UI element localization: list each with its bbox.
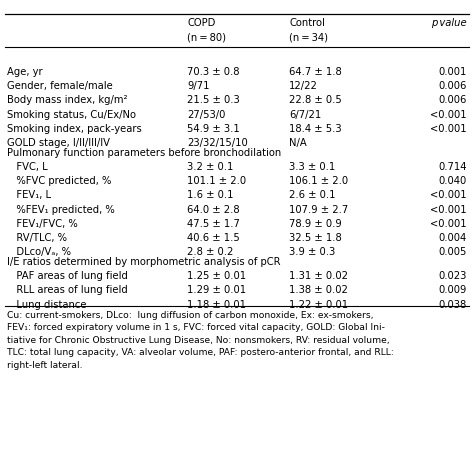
Text: 1.29 ± 0.01: 1.29 ± 0.01 bbox=[187, 285, 246, 295]
Text: <0.001: <0.001 bbox=[430, 219, 467, 229]
Text: RLL areas of lung field: RLL areas of lung field bbox=[7, 285, 128, 295]
Text: FEV₁: forced expiratory volume in 1 s, FVC: forced vital capacity, GOLD: Global : FEV₁: forced expiratory volume in 1 s, F… bbox=[7, 324, 385, 333]
Text: 0.005: 0.005 bbox=[438, 247, 467, 257]
Text: 107.9 ± 2.7: 107.9 ± 2.7 bbox=[289, 205, 348, 215]
Text: FVC, L: FVC, L bbox=[7, 162, 48, 172]
Text: Lung distance: Lung distance bbox=[7, 300, 87, 310]
Text: Smoking index, pack-years: Smoking index, pack-years bbox=[7, 124, 142, 134]
Text: N/A: N/A bbox=[289, 138, 307, 148]
Text: Age, yr: Age, yr bbox=[7, 67, 43, 77]
Text: Cu: current-smokers, DLco:  lung diffusion of carbon monoxide, Ex: ex-smokers,: Cu: current-smokers, DLco: lung diffusio… bbox=[7, 311, 374, 320]
Text: FEV₁/FVC, %: FEV₁/FVC, % bbox=[7, 219, 78, 229]
Text: RV/TLC, %: RV/TLC, % bbox=[7, 233, 67, 243]
Text: <0.001: <0.001 bbox=[430, 205, 467, 215]
Text: Control: Control bbox=[289, 18, 325, 28]
Text: <0.001: <0.001 bbox=[430, 110, 467, 120]
Text: 1.38 ± 0.02: 1.38 ± 0.02 bbox=[289, 285, 348, 295]
Text: 3.3 ± 0.1: 3.3 ± 0.1 bbox=[289, 162, 336, 172]
Text: Gender, female/male: Gender, female/male bbox=[7, 81, 113, 91]
Text: 1.31 ± 0.02: 1.31 ± 0.02 bbox=[289, 271, 348, 281]
Text: tiative for Chronic Obstructive Lung Disease, No: nonsmokers, RV: residual volum: tiative for Chronic Obstructive Lung Dis… bbox=[7, 336, 390, 345]
Text: 54.9 ± 3.1: 54.9 ± 3.1 bbox=[187, 124, 240, 134]
Text: (n = 34): (n = 34) bbox=[289, 32, 328, 42]
Text: <0.001: <0.001 bbox=[430, 190, 467, 200]
Text: 22.8 ± 0.5: 22.8 ± 0.5 bbox=[289, 95, 342, 105]
Text: 106.1 ± 2.0: 106.1 ± 2.0 bbox=[289, 176, 348, 186]
Text: DLco/Vₐ, %: DLco/Vₐ, % bbox=[7, 247, 71, 257]
Text: 0.714: 0.714 bbox=[438, 162, 467, 172]
Text: 64.7 ± 1.8: 64.7 ± 1.8 bbox=[289, 67, 342, 77]
Text: 0.001: 0.001 bbox=[438, 67, 467, 77]
Text: 21.5 ± 0.3: 21.5 ± 0.3 bbox=[187, 95, 240, 105]
Text: 9/71: 9/71 bbox=[187, 81, 210, 91]
Text: TLC: total lung capacity, VA: alveolar volume, PAF: postero-anterior frontal, an: TLC: total lung capacity, VA: alveolar v… bbox=[7, 348, 394, 357]
Text: 40.6 ± 1.5: 40.6 ± 1.5 bbox=[187, 233, 240, 243]
Text: 2.8 ± 0.2: 2.8 ± 0.2 bbox=[187, 247, 234, 257]
Text: 70.3 ± 0.8: 70.3 ± 0.8 bbox=[187, 67, 240, 77]
Text: 32.5 ± 1.8: 32.5 ± 1.8 bbox=[289, 233, 342, 243]
Text: I/E ratios determined by morphometric analysis of pCR: I/E ratios determined by morphometric an… bbox=[7, 257, 281, 267]
Text: 0.006: 0.006 bbox=[438, 95, 467, 105]
Text: 0.040: 0.040 bbox=[438, 176, 467, 186]
Text: 27/53/0: 27/53/0 bbox=[187, 110, 226, 120]
Text: 6/7/21: 6/7/21 bbox=[289, 110, 321, 120]
Text: 78.9 ± 0.9: 78.9 ± 0.9 bbox=[289, 219, 342, 229]
Text: 0.038: 0.038 bbox=[438, 300, 467, 310]
Text: 0.023: 0.023 bbox=[438, 271, 467, 281]
Text: <0.001: <0.001 bbox=[430, 124, 467, 134]
Text: 0.004: 0.004 bbox=[438, 233, 467, 243]
Text: 1.18 ± 0.01: 1.18 ± 0.01 bbox=[187, 300, 246, 310]
Text: 3.9 ± 0.3: 3.9 ± 0.3 bbox=[289, 247, 336, 257]
Text: 2.6 ± 0.1: 2.6 ± 0.1 bbox=[289, 190, 336, 200]
Text: 1.25 ± 0.01: 1.25 ± 0.01 bbox=[187, 271, 246, 281]
Text: Smoking status, Cu/Ex/No: Smoking status, Cu/Ex/No bbox=[7, 110, 136, 120]
Text: FEV₁, L: FEV₁, L bbox=[7, 190, 51, 200]
Text: 23/32/15/10: 23/32/15/10 bbox=[187, 138, 248, 148]
Text: 101.1 ± 2.0: 101.1 ± 2.0 bbox=[187, 176, 246, 186]
Text: 18.4 ± 5.3: 18.4 ± 5.3 bbox=[289, 124, 342, 134]
Text: (n = 80): (n = 80) bbox=[187, 32, 226, 42]
Text: p value: p value bbox=[431, 18, 467, 28]
Text: 0.009: 0.009 bbox=[438, 285, 467, 295]
Text: %FVC predicted, %: %FVC predicted, % bbox=[7, 176, 111, 186]
Text: GOLD stage, I/II/III/IV: GOLD stage, I/II/III/IV bbox=[7, 138, 110, 148]
Text: Pulmonary function parameters before bronchodilation: Pulmonary function parameters before bro… bbox=[7, 148, 282, 158]
Text: 3.2 ± 0.1: 3.2 ± 0.1 bbox=[187, 162, 234, 172]
Text: %FEV₁ predicted, %: %FEV₁ predicted, % bbox=[7, 205, 115, 215]
Text: right-left lateral.: right-left lateral. bbox=[7, 361, 82, 370]
Text: 1.22 ± 0.01: 1.22 ± 0.01 bbox=[289, 300, 348, 310]
Text: 0.006: 0.006 bbox=[438, 81, 467, 91]
Text: 64.0 ± 2.8: 64.0 ± 2.8 bbox=[187, 205, 240, 215]
Text: 12/22: 12/22 bbox=[289, 81, 318, 91]
Text: COPD: COPD bbox=[187, 18, 216, 28]
Text: 47.5 ± 1.7: 47.5 ± 1.7 bbox=[187, 219, 240, 229]
Text: PAF areas of lung field: PAF areas of lung field bbox=[7, 271, 128, 281]
Text: Body mass index, kg/m²: Body mass index, kg/m² bbox=[7, 95, 128, 105]
Text: 1.6 ± 0.1: 1.6 ± 0.1 bbox=[187, 190, 234, 200]
